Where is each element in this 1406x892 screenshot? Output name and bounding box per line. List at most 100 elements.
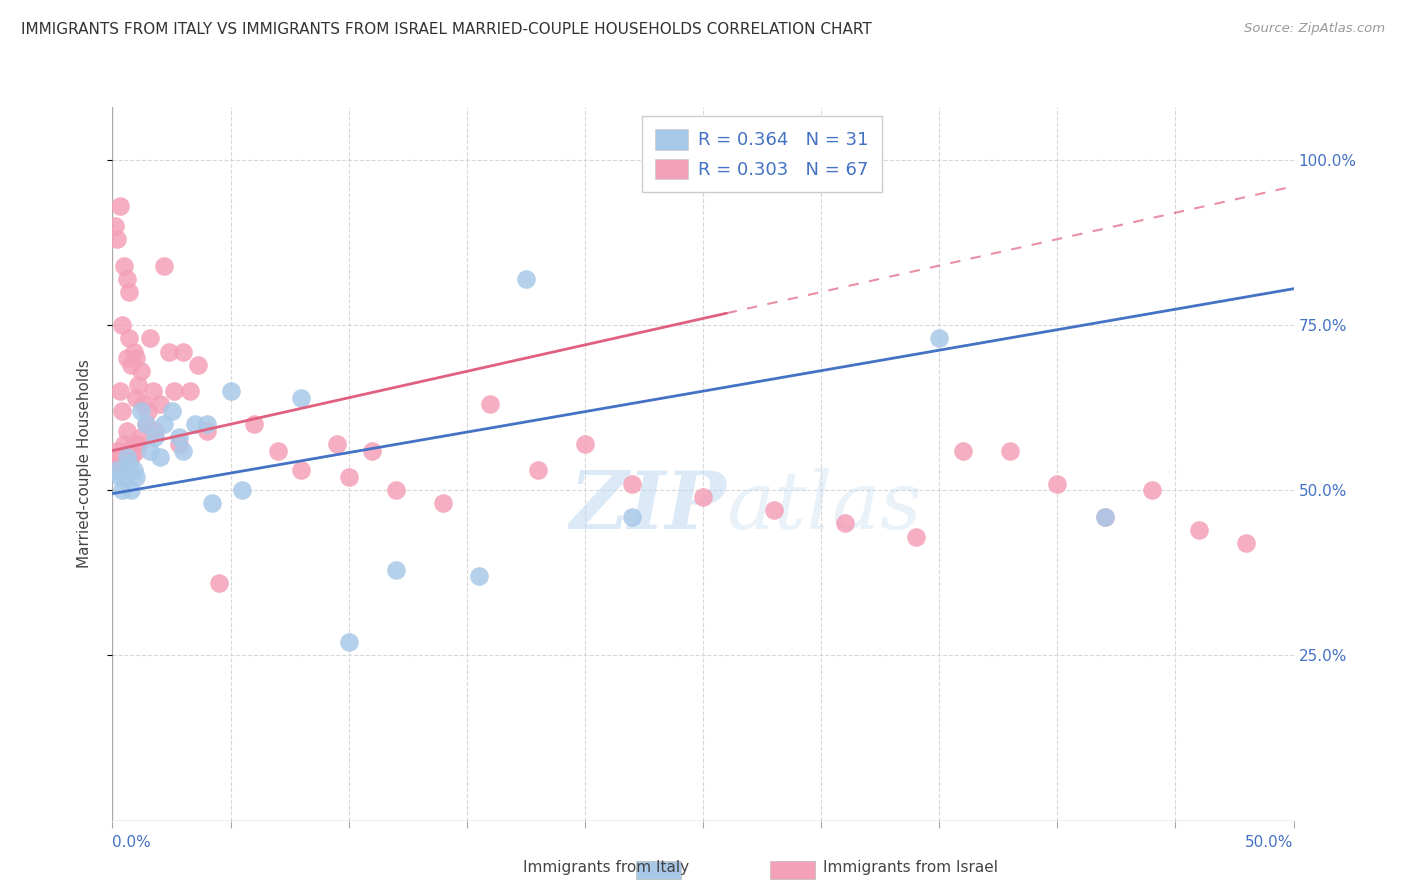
Point	[337, 470, 360, 484]
Point	[1234, 536, 1257, 550]
Point	[125, 351, 148, 365]
Point	[153, 417, 176, 432]
Point	[118, 457, 141, 471]
Point	[195, 417, 218, 432]
Point	[129, 404, 152, 418]
Text: Immigrants from Israel: Immigrants from Israel	[823, 860, 997, 874]
Point	[928, 331, 950, 345]
Point	[118, 285, 141, 299]
Text: Source: ZipAtlas.com: Source: ZipAtlas.com	[1244, 22, 1385, 36]
Point	[467, 569, 489, 583]
Point	[621, 476, 644, 491]
Point	[108, 384, 131, 399]
Point	[129, 364, 152, 378]
Point	[139, 331, 162, 345]
Point	[172, 443, 194, 458]
Point	[127, 437, 149, 451]
Text: IMMIGRANTS FROM ITALY VS IMMIGRANTS FROM ISRAEL MARRIED-COUPLE HOUSEHOLDS CORREL: IMMIGRANTS FROM ITALY VS IMMIGRANTS FROM…	[21, 22, 872, 37]
Point	[111, 404, 134, 418]
Point	[904, 529, 927, 543]
Point	[118, 443, 141, 458]
Point	[125, 391, 148, 405]
Point	[1094, 509, 1116, 524]
Point	[112, 470, 135, 484]
Legend: R = 0.364   N = 31, R = 0.303   N = 67: R = 0.364 N = 31, R = 0.303 N = 67	[643, 116, 882, 192]
Point	[432, 496, 454, 510]
Point	[361, 443, 384, 458]
Y-axis label: Married-couple Households: Married-couple Households	[77, 359, 91, 568]
Point	[163, 384, 186, 399]
Point	[515, 272, 537, 286]
Point	[186, 358, 208, 372]
Point	[122, 463, 145, 477]
Point	[1140, 483, 1163, 498]
Point	[1094, 509, 1116, 524]
Point	[115, 272, 138, 286]
Point	[127, 377, 149, 392]
Point	[143, 424, 166, 438]
Point	[149, 397, 172, 411]
Point	[108, 457, 131, 471]
Point	[184, 417, 207, 432]
Point	[337, 635, 360, 649]
Point	[125, 443, 148, 458]
Point	[115, 351, 138, 365]
Point	[1188, 523, 1211, 537]
Point	[243, 417, 266, 432]
Point	[231, 483, 253, 498]
Point	[111, 318, 134, 332]
Point	[105, 232, 128, 246]
Point	[139, 443, 162, 458]
Point	[172, 344, 194, 359]
Point	[621, 509, 644, 524]
Point	[762, 503, 785, 517]
Point	[135, 417, 157, 432]
Point	[115, 450, 138, 465]
Point	[290, 463, 312, 477]
Point	[120, 483, 142, 498]
Point	[290, 391, 312, 405]
Point	[692, 490, 714, 504]
Point	[167, 430, 190, 444]
Text: 50.0%: 50.0%	[1246, 836, 1294, 850]
Point	[108, 470, 131, 484]
Point	[105, 443, 128, 458]
Point	[120, 358, 142, 372]
Point	[179, 384, 201, 399]
Point	[157, 344, 180, 359]
Point	[526, 463, 548, 477]
Point	[201, 496, 224, 510]
Point	[385, 483, 408, 498]
Point	[104, 219, 127, 233]
Point	[219, 384, 242, 399]
Text: atlas: atlas	[727, 468, 922, 545]
Point	[135, 417, 157, 432]
Point	[160, 404, 183, 418]
Point	[153, 259, 176, 273]
Point	[118, 331, 141, 345]
Point	[167, 437, 190, 451]
Point	[125, 470, 148, 484]
Point	[195, 424, 218, 438]
Point	[108, 199, 131, 213]
Point	[136, 404, 159, 418]
Point	[112, 259, 135, 273]
Point	[105, 463, 128, 477]
Point	[952, 443, 974, 458]
Point	[122, 437, 145, 451]
Point	[122, 344, 145, 359]
Point	[998, 443, 1021, 458]
Point	[132, 397, 155, 411]
Point	[834, 516, 856, 531]
Point	[267, 443, 290, 458]
Point	[115, 424, 138, 438]
Point	[142, 384, 165, 399]
Point	[129, 430, 152, 444]
Text: ZIP: ZIP	[569, 468, 727, 545]
Point	[385, 563, 408, 577]
Point	[120, 450, 142, 465]
Point	[208, 575, 231, 590]
Point	[1046, 476, 1069, 491]
Point	[143, 430, 166, 444]
Text: Immigrants from Italy: Immigrants from Italy	[523, 860, 689, 874]
